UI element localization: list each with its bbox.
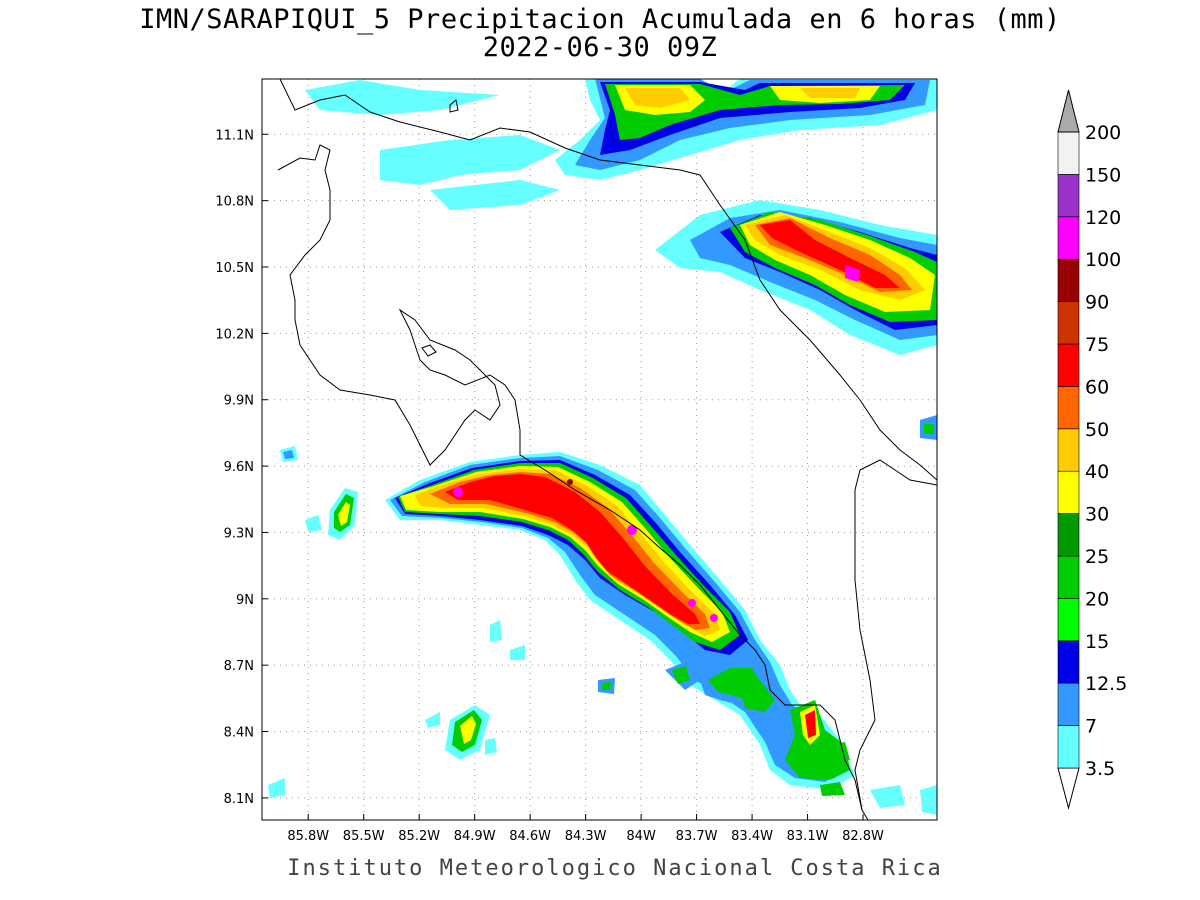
lon-tick-label: 84W (626, 829, 656, 844)
map-footer-credit: Instituto Meteorologico Nacional Costa R… (287, 856, 943, 881)
golfo-de-nicoya-island (421, 344, 437, 357)
colorbar-swatch (1057, 386, 1080, 430)
map-subtitle-datetime: 2022-06-30 09Z (482, 32, 718, 63)
colorbar-level-label: 50 (1085, 419, 1109, 441)
colorbar-level-label: 120 (1085, 207, 1121, 229)
lat-tick-label: 11.1N (215, 128, 254, 143)
map-axes: 85.8W 85.5W 85.2W 84.9W 84.6W 84.3W 84W 83.7W 83… (215, 128, 884, 844)
map-title: IMN/SARAPIQUI_5 Precipitacion Acumulada … (139, 4, 1061, 35)
colorbar-swatch (1057, 598, 1080, 642)
lat-tick-label: 8.4N (224, 726, 254, 741)
colorbar-swatch (1057, 428, 1080, 472)
lat-tick-label: 10.2N (215, 327, 254, 342)
nicaragua-border-west (279, 79, 937, 481)
colorbar-level-label: 25 (1085, 546, 1109, 568)
colorbar-swatch (1057, 258, 1080, 302)
colorbar-swatch (1057, 513, 1080, 557)
lon-tick-label: 84.3W (565, 829, 607, 844)
map-frame (261, 78, 938, 821)
colorbar-low-triangle (1057, 767, 1080, 810)
map-frame-bg (262, 79, 937, 820)
lat-tick-label: 9.6N (224, 460, 254, 475)
coastlines-borders (277, 79, 937, 820)
colorbar-level-label: 150 (1085, 164, 1121, 186)
colorbar-level-label: 75 (1085, 334, 1109, 356)
lat-tick-label: 8.7N (224, 659, 254, 674)
rain-area-central-cordillera (385, 452, 855, 796)
lat-tick-label: 9.9N (224, 394, 254, 409)
colorbar-level-label: 20 (1085, 588, 1109, 610)
lat-tick-label: 10.5N (215, 261, 254, 276)
colorbar-swatch (1057, 216, 1080, 260)
colorbar-swatch (1057, 555, 1080, 599)
lon-tick-label: 82.8W (842, 829, 884, 844)
panama-border (854, 459, 937, 811)
colorbar-level-label: 3.5 (1085, 758, 1115, 780)
colorbar-swatch (1057, 174, 1080, 218)
lon-tick-label: 83.7W (676, 829, 718, 844)
pacific-coast-north (277, 144, 869, 820)
lon-tick-label: 83.1W (787, 829, 829, 844)
lat-tick-label: 9N (236, 593, 254, 608)
lon-tick-label: 83.4W (731, 829, 773, 844)
rain-area-west-cells (268, 446, 937, 815)
lon-tick-label: 85.8W (287, 829, 329, 844)
lat-tick-label: 8.1N (224, 792, 254, 807)
colorbar-level-label: 100 (1085, 249, 1121, 271)
colorbar-level-label: 12.5 (1085, 673, 1127, 695)
small-island-north (449, 99, 459, 113)
precipitation-field (268, 79, 937, 815)
colorbar-level-label: 200 (1085, 122, 1121, 144)
colorbar-level-label: 15 (1085, 631, 1109, 653)
colorbar-level-label: 60 (1085, 376, 1109, 398)
rain-area-north-band (305, 79, 937, 210)
colorbar-high-triangle (1057, 89, 1080, 133)
colorbar-swatch (1057, 725, 1080, 769)
colorbar-swatch (1057, 640, 1080, 684)
colorbar-level-label: 7 (1085, 716, 1097, 738)
lat-tick-label: 9.3N (224, 526, 254, 541)
lon-tick-label: 85.5W (343, 829, 385, 844)
colorbar-swatch (1057, 682, 1080, 726)
colorbar-swatch (1057, 343, 1080, 387)
lon-tick-label: 84.9W (454, 829, 496, 844)
colorbar-level-label: 40 (1085, 461, 1109, 483)
colorbar-swatch (1057, 301, 1080, 345)
lat-tick-label: 10.8N (215, 195, 254, 210)
lon-tick-label: 84.6W (509, 829, 551, 844)
precipitation-colorbar: 3.5 7 12.5 15 20 25 30 40 50 60 75 90 100 120 150 200 (1057, 89, 1127, 810)
colorbar-level-label: 30 (1085, 504, 1109, 526)
rain-area-northeast-caribbean (655, 200, 937, 440)
colorbar-swatch (1057, 470, 1080, 514)
colorbar-level-label: 90 (1085, 292, 1109, 314)
colorbar-swatch (1057, 131, 1080, 175)
lon-tick-label: 85.2W (398, 829, 440, 844)
